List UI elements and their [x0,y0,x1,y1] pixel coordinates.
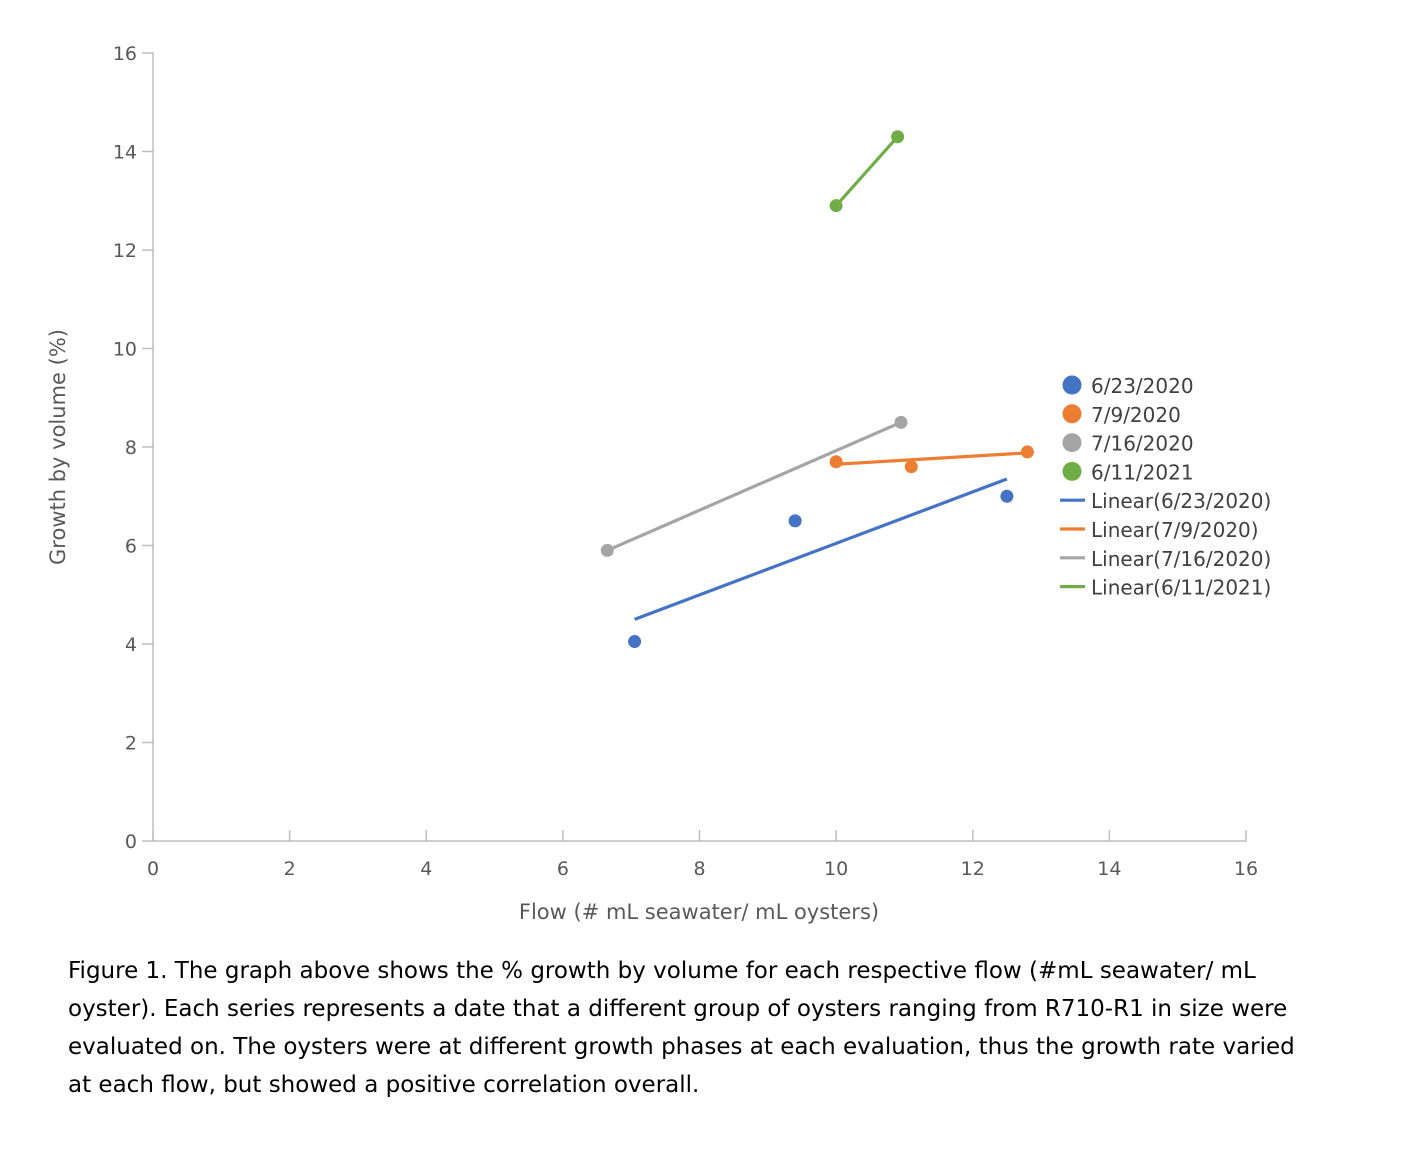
legend-marker [1062,375,1082,395]
legend-label: 7/16/2020 [1091,432,1194,456]
data-point-series-3 [600,543,614,557]
trendlines [606,135,1028,621]
y-tick-label: 16 [113,43,137,65]
trendline-series-3 [606,420,902,552]
data-point-series-1 [628,635,642,649]
x-axis-title: Flow (# mL seawater/ mL oysters) [519,900,879,924]
data-point-series-2 [1020,445,1034,459]
data-point-series-1 [788,514,802,528]
legend-label: Linear(6/23/2020) [1091,489,1271,513]
y-tick-label: 6 [125,536,137,558]
y-tick-label: 10 [113,339,137,361]
x-tick-label: 12 [961,858,985,880]
trendline-series-2 [836,451,1028,466]
data-point-series-4 [891,130,905,144]
legend-marker [1062,404,1082,424]
data-point-series-2 [829,455,843,469]
y-tick-label: 4 [125,634,137,656]
data-point-series-3 [894,415,908,429]
data-point-series-2 [904,460,918,474]
x-tick-label: 6 [557,858,569,880]
y-tick-label: 0 [125,831,137,853]
y-tick-label: 8 [125,437,137,459]
legend: 6/23/2020 7/9/2020 7/16/2020 6/11/2021 Linea… [1060,374,1271,600]
x-tick-label: 8 [693,858,705,880]
x-tick-label: 14 [1097,858,1121,880]
y-axis-title: Growth by volume (%) [46,329,70,565]
x-tick-label: 16 [1234,858,1258,880]
x-tick-label: 0 [147,858,159,880]
legend-marker [1062,461,1082,481]
chart-axes: 0 2 4 6 8 10 12 14 16 0 2 4 6 8 10 12 14 16 [113,43,1258,880]
data-points [600,130,1034,649]
figure-caption: Figure 1. The graph above shows the % gr… [68,958,1295,1098]
y-tick-label: 14 [113,142,137,164]
trendline-series-1 [634,477,1008,621]
x-tick-label: 4 [420,858,432,880]
x-tick-label: 2 [284,858,296,880]
y-tick-label: 2 [125,733,137,755]
legend-label: Linear(7/16/2020) [1091,547,1271,571]
scatter-chart: 0 2 4 6 8 10 12 14 16 0 2 4 6 8 10 12 14 16 Flow (# mL se… [46,43,1271,924]
legend-marker [1062,433,1082,453]
legend-label: 6/11/2021 [1091,460,1194,484]
legend-label: 7/9/2020 [1091,403,1181,427]
legend-label: 6/23/2020 [1091,374,1194,398]
data-point-series-1 [1000,489,1014,503]
trendline-series-4 [834,135,899,207]
x-tick-label: 10 [824,858,848,880]
data-point-series-4 [829,199,843,213]
legend-label: Linear(7/9/2020) [1091,518,1259,542]
y-tick-label: 12 [113,240,137,262]
legend-label: Linear(6/11/2021) [1091,576,1271,600]
